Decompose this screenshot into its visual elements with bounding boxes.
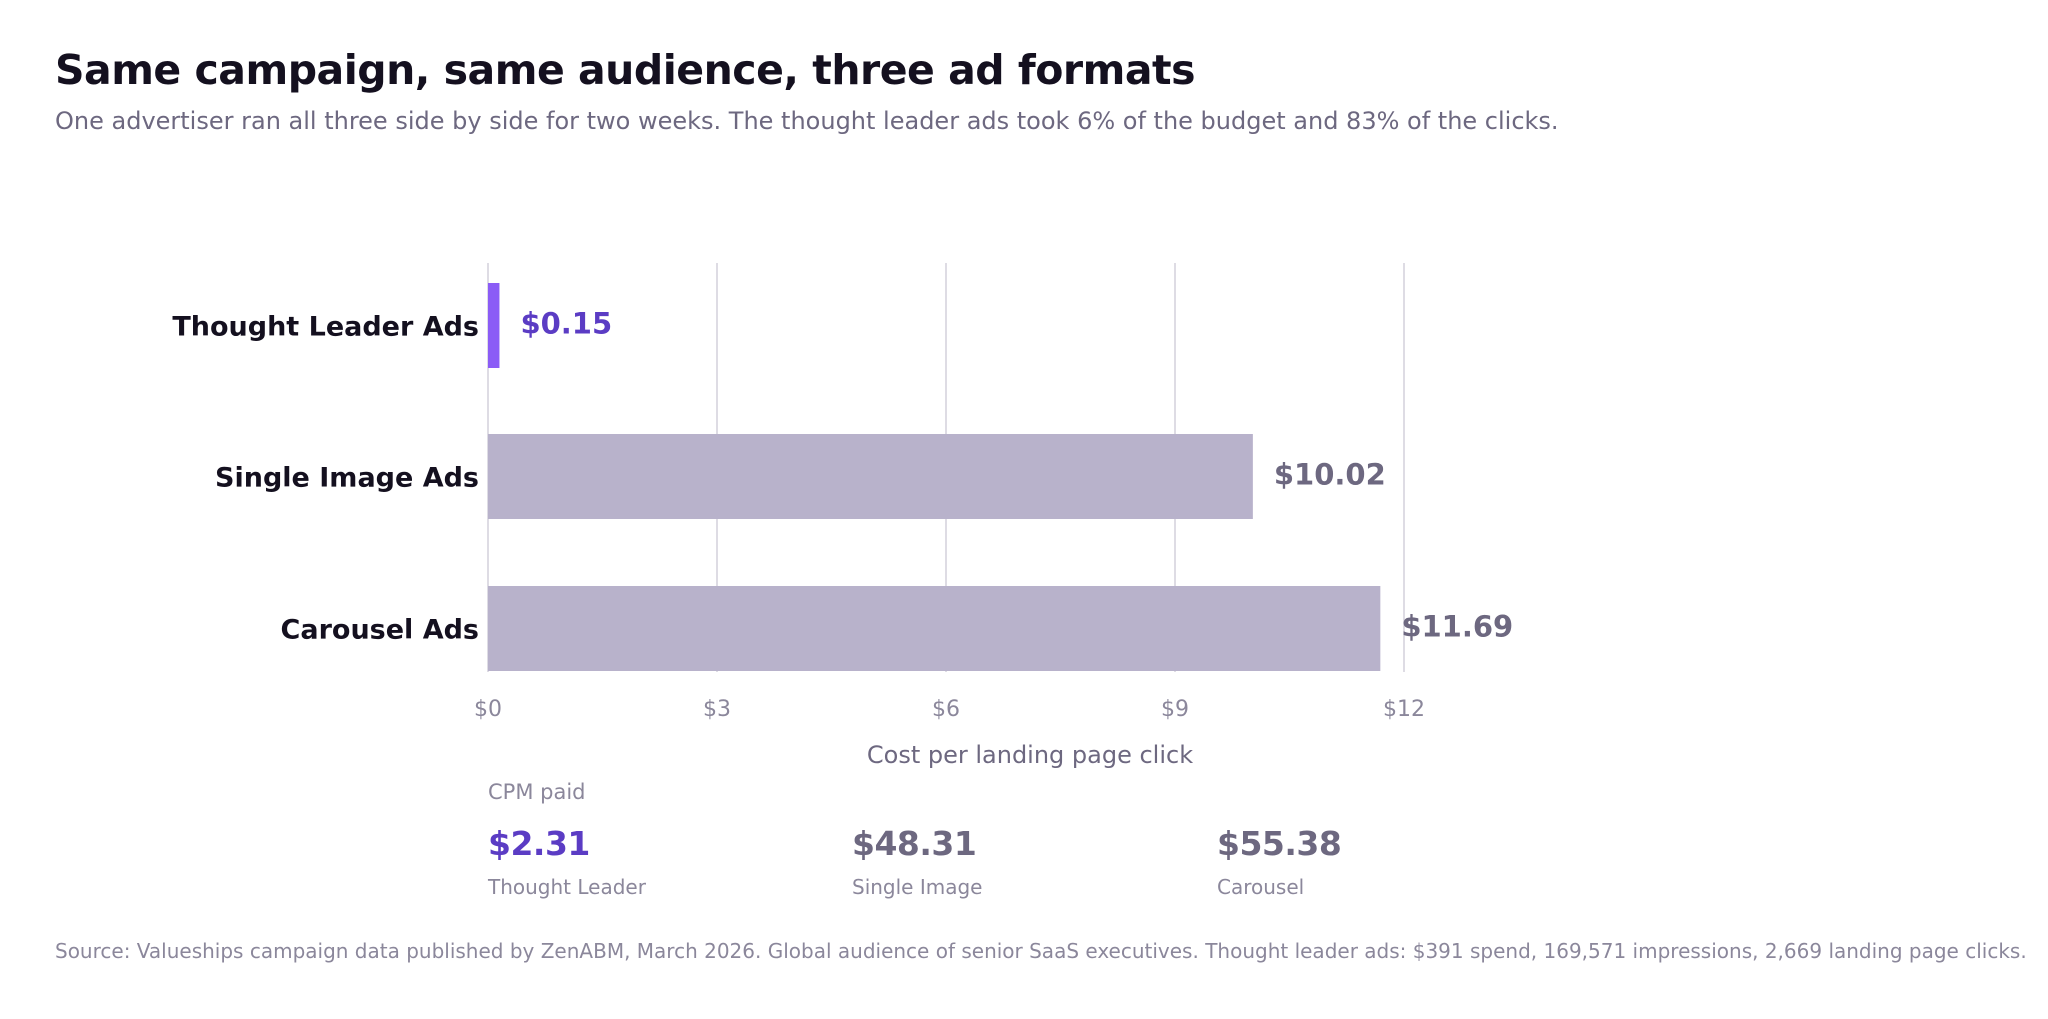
- cpm-value: $2.31: [488, 824, 590, 863]
- bar: [488, 586, 1381, 671]
- x-tick-label: $6: [932, 697, 960, 722]
- cpm-section: CPM paid $2.31 Thought Leader $48.31 Sin…: [488, 780, 1688, 910]
- source-note: Source: Valueships campaign data publish…: [55, 939, 2027, 963]
- cpm-heading: CPM paid: [488, 780, 586, 804]
- cpm-label: Thought Leader: [488, 875, 646, 899]
- labels: $0 $3 $6 $9 $12 Thought Leader Ads $0.15 Single…: [172, 307, 1513, 770]
- chart-subtitle: One advertiser ran all three side by sid…: [55, 107, 1559, 135]
- value-label: $0.15: [520, 307, 612, 341]
- category-label: Thought Leader Ads: [172, 312, 479, 343]
- x-tick-label: $3: [703, 697, 731, 722]
- x-tick-label: $12: [1383, 697, 1425, 722]
- bar-chart: $0 $3 $6 $9 $12 Thought Leader Ads $0.15 Single…: [172, 263, 1513, 770]
- x-tick-label: $0: [474, 697, 502, 722]
- bar: [488, 434, 1253, 519]
- cpm-item-single-image: $48.31 Single Image: [852, 824, 1182, 899]
- x-tick-label: $9: [1161, 697, 1189, 722]
- cpm-label: Carousel: [1217, 875, 1305, 899]
- cpm-item-thought-leader: $2.31 Thought Leader: [488, 824, 818, 899]
- cpm-label: Single Image: [852, 875, 983, 899]
- cpm-item-carousel: $55.38 Carousel: [1217, 824, 1547, 899]
- value-label: $11.69: [1401, 610, 1513, 644]
- category-label: Carousel Ads: [281, 615, 479, 646]
- bar: [488, 283, 500, 368]
- value-label: $10.02: [1274, 458, 1386, 492]
- bars: [488, 283, 1381, 671]
- cpm-value: $48.31: [852, 824, 977, 863]
- category-label: Single Image Ads: [215, 463, 479, 494]
- chart-title: Same campaign, same audience, three ad f…: [55, 46, 1196, 94]
- x-axis-title: Cost per landing page click: [867, 741, 1193, 769]
- cpm-value: $55.38: [1217, 824, 1342, 863]
